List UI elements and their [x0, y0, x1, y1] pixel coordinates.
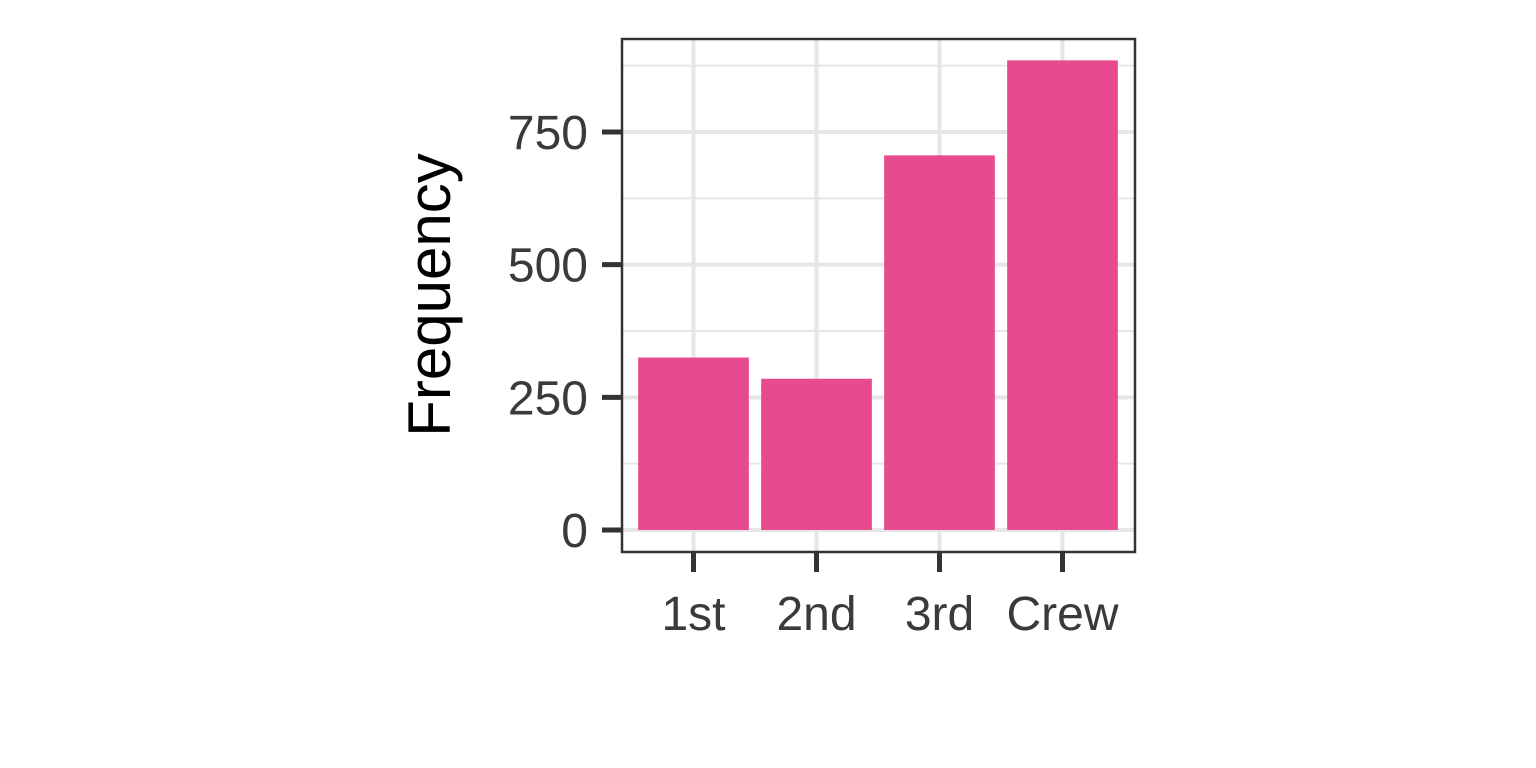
y-tick-label: 500: [508, 240, 588, 293]
x-axis: 1st 2nd 3rd Crew: [661, 552, 1119, 641]
bar-crew: [1007, 60, 1118, 531]
bar-2nd: [761, 378, 872, 530]
x-tick-label: 2nd: [776, 588, 856, 641]
y-tick-label: 750: [508, 107, 588, 160]
x-tick-label: 3rd: [905, 588, 974, 641]
y-axis: 0 250 500 750: [508, 107, 622, 558]
y-tick-label: 0: [561, 505, 588, 558]
bar-1st: [638, 357, 749, 530]
bar-3rd: [884, 155, 995, 530]
y-tick-label: 250: [508, 372, 588, 425]
plot-panel-border: [620, 37, 1137, 554]
bars: [638, 60, 1118, 531]
y-axis-title: Frequency: [396, 153, 463, 436]
x-tick-label: Crew: [1006, 588, 1118, 641]
x-tick-label: 1st: [661, 588, 725, 641]
